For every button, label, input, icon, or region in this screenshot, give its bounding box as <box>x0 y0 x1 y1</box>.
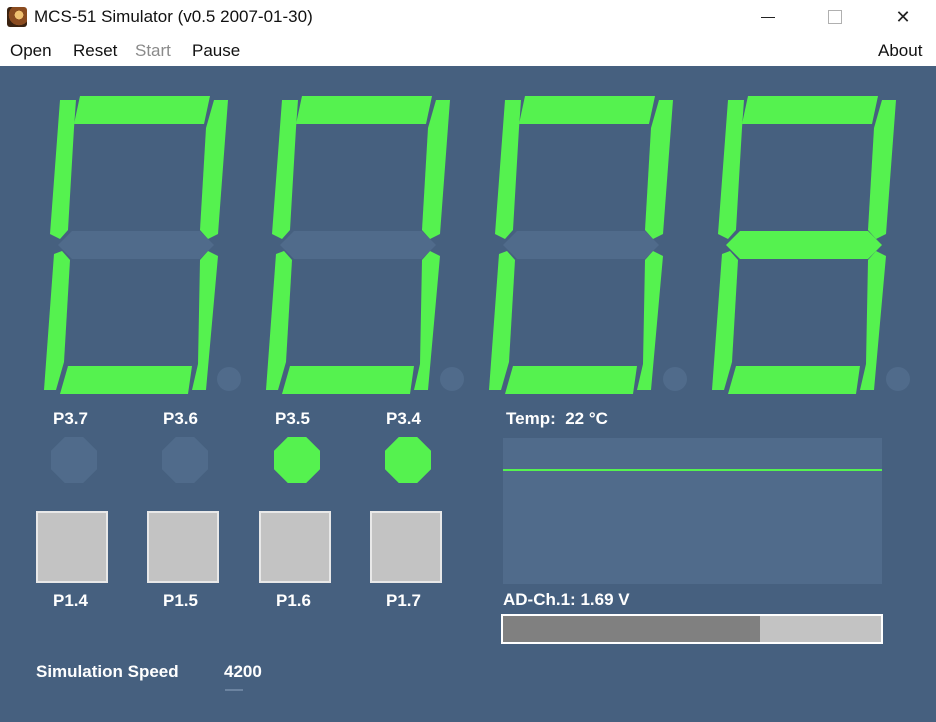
led-label-p3-6: P3.6 <box>163 409 198 428</box>
title-bar: MCS-51 Simulator (v0.5 2007-01-30) ✕ <box>0 0 936 36</box>
led-p3-6 <box>162 437 208 483</box>
simulation-speed-cursor <box>225 689 243 691</box>
led-label-p3-7: P3.7 <box>53 409 88 428</box>
segment-e <box>489 251 515 390</box>
segment-e <box>44 251 70 390</box>
led-p3-7 <box>51 437 97 483</box>
led-p3-5 <box>274 437 320 483</box>
segment-g <box>726 231 882 259</box>
menu-open[interactable]: Open <box>10 41 52 60</box>
adc-slider[interactable] <box>501 614 883 644</box>
segment-a <box>74 96 210 124</box>
button-label-p1-5: P1.5 <box>163 591 198 610</box>
led-label-p3-5: P3.5 <box>275 409 310 428</box>
segment-c <box>414 251 440 390</box>
decimal-point-2 <box>440 367 464 391</box>
segment-e <box>266 251 292 390</box>
close-button[interactable]: ✕ <box>880 0 926 34</box>
segment-a <box>296 96 432 124</box>
temperature-label: Temp: <box>506 409 556 428</box>
segment-g <box>280 231 436 259</box>
minimize-button[interactable] <box>745 0 791 34</box>
adc-slider-track[interactable] <box>503 616 881 642</box>
button-label-p1-7: P1.7 <box>386 591 421 610</box>
segment-b <box>645 100 673 239</box>
adc-slider-fill[interactable] <box>503 616 761 642</box>
led-label-p3-4: P3.4 <box>386 409 421 428</box>
maximize-icon <box>828 10 842 24</box>
segment-d <box>282 366 414 394</box>
decimal-point-1 <box>217 367 241 391</box>
app-icon[interactable] <box>7 7 27 27</box>
digit-4 <box>706 94 898 396</box>
button-p1-7[interactable] <box>370 511 442 583</box>
digit-segments <box>489 96 673 394</box>
menu-about[interactable]: About <box>878 41 923 60</box>
adc-value: 1.69 V <box>580 590 630 609</box>
close-icon: ✕ <box>895 6 911 27</box>
digit-3 <box>483 94 675 396</box>
segment-e <box>712 251 738 390</box>
maximize-button[interactable] <box>812 0 858 34</box>
button-label-p1-4: P1.4 <box>53 591 88 610</box>
simulation-speed-value[interactable]: 4200 <box>224 662 262 681</box>
menu-start[interactable]: Start <box>135 41 171 60</box>
button-label-p1-6: P1.6 <box>276 591 311 610</box>
temperature-trace <box>503 469 882 471</box>
segment-f <box>718 100 744 239</box>
segment-f <box>272 100 298 239</box>
segment-f <box>495 100 521 239</box>
segment-a <box>519 96 655 124</box>
menu-bar: Open Reset Start Pause About <box>0 36 936 66</box>
digit-segments <box>712 96 896 394</box>
button-p1-4[interactable] <box>36 511 108 583</box>
decimal-point-4 <box>886 367 910 391</box>
temperature-value: 22 °C <box>565 409 608 428</box>
segment-c <box>637 251 663 390</box>
simulator-panel: P3.7 P3.6 P3.5 P3.4 P1.4 P1.5 P1.6 P1.7 … <box>0 66 936 722</box>
window-title: MCS-51 Simulator (v0.5 2007-01-30) <box>34 7 313 26</box>
segment-b <box>200 100 228 239</box>
temperature-readout: Temp: 22 °C <box>506 409 608 429</box>
segment-a <box>742 96 878 124</box>
adc-label: AD-Ch.1: <box>503 590 576 609</box>
simulation-speed-label: Simulation Speed <box>36 662 179 681</box>
segment-f <box>50 100 76 239</box>
menu-pause[interactable]: Pause <box>192 41 241 60</box>
segment-b <box>868 100 896 239</box>
temperature-graph <box>503 438 882 584</box>
decimal-point-3 <box>663 367 687 391</box>
segment-c <box>860 251 886 390</box>
segment-d <box>728 366 860 394</box>
segment-d <box>60 366 192 394</box>
button-p1-5[interactable] <box>147 511 219 583</box>
segment-b <box>422 100 450 239</box>
button-p1-6[interactable] <box>259 511 331 583</box>
digit-segments <box>266 96 450 394</box>
menu-reset[interactable]: Reset <box>73 41 118 60</box>
digit-1 <box>38 94 230 396</box>
segment-c <box>192 251 218 390</box>
led-p3-4 <box>385 437 431 483</box>
segment-g <box>58 231 214 259</box>
segment-d <box>505 366 637 394</box>
digit-segments <box>44 96 228 394</box>
minimize-icon <box>761 16 775 18</box>
segment-g <box>503 231 659 259</box>
adc-readout: AD-Ch.1: 1.69 V <box>503 590 630 610</box>
digit-2 <box>260 94 452 396</box>
